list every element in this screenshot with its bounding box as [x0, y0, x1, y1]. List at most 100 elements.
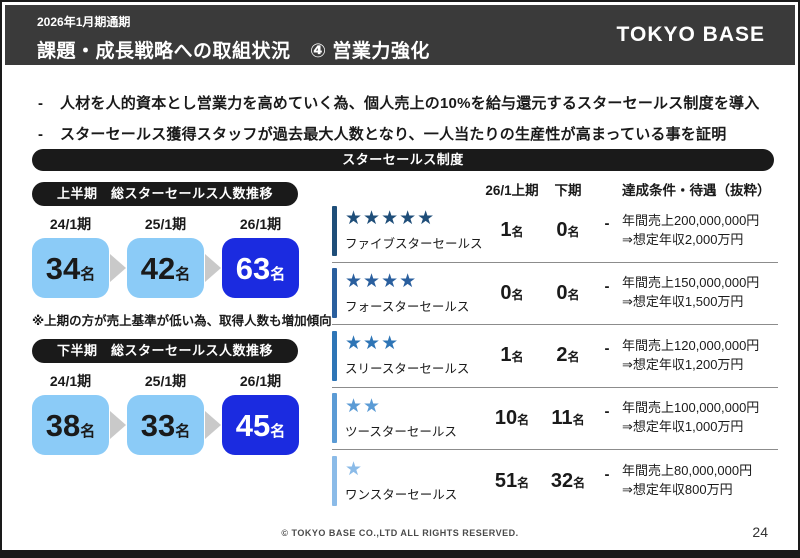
condition-revenue: 年間売上200,000,000円 [622, 212, 760, 228]
star-sales-table: 26/1上期 下期 達成条件・待遇（抜粋） ★★★★★ ファイブスターセールス … [332, 178, 778, 513]
count-value: 0 [556, 219, 568, 242]
count-value: 38 [45, 407, 81, 443]
dash-separator: - [604, 277, 610, 295]
count-second-half: 2名 [540, 344, 596, 367]
dash-separator: - [604, 402, 610, 420]
count-box-highlight: 63 名 [222, 238, 299, 298]
table-header: 26/1上期 下期 達成条件・待遇（抜粋） [332, 178, 778, 200]
count-first-half: 10名 [484, 407, 540, 430]
panel-title-second-half: 下半期 総スターセールス人数推移 [32, 339, 298, 363]
count-unit: 名 [517, 475, 530, 490]
count-unit: 名 [573, 475, 586, 490]
count-value: 33 [140, 407, 176, 443]
count-unit: 名 [270, 265, 286, 283]
count-value: 51 [494, 469, 518, 492]
tier-accent-bar [332, 205, 337, 256]
count-box: 34 名 [32, 238, 109, 298]
dash-separator: - [604, 340, 610, 358]
count-unit: 名 [572, 412, 585, 427]
count-value: 0 [556, 281, 568, 304]
star-rating-icon: ★★★★★ [345, 208, 436, 230]
dash-separator: - [604, 215, 610, 233]
bullet-item: - スターセールス獲得スタッフが過去最大人数となり、一人当たりの生産性が高まってい… [38, 123, 778, 144]
condition-salary: ⇒想定年収1,500万円 [622, 294, 744, 310]
tier-row-five-star: ★★★★★ ファイブスターセールス 1名 0名 - 年間売上200,000,00… [332, 200, 778, 263]
tier-label: ワンスターセールス [345, 487, 458, 502]
period-label: 24/1期 [49, 373, 92, 389]
condition-salary: ⇒想定年収1,000万円 [622, 419, 744, 435]
bullet-text: スターセールス獲得スタッフが過去最大人数となり、一人当たりの生産性が高まっている… [60, 126, 727, 143]
count-unit: 名 [175, 422, 191, 440]
tier-label: ファイブスターセールス [345, 237, 483, 252]
count-first-half: 51名 [484, 470, 540, 493]
count-second-half: 11名 [540, 407, 596, 430]
condition-revenue: 年間売上150,000,000円 [622, 275, 760, 291]
bullet-marker: - [38, 126, 44, 143]
star-rating-icon: ★★★★ [345, 270, 418, 292]
count-value: 1 [500, 219, 512, 242]
count-value: 2 [556, 344, 568, 367]
bullet-marker: - [38, 95, 44, 112]
first-half-flow: 24/1期 25/1期 26/1期 34 名 42 名 63 名 [32, 214, 302, 298]
tier-accent-bar [332, 393, 337, 444]
tier-row-three-star: ★★★ スリースターセールス 1名 2名 - 年間売上120,000,000円 … [332, 325, 778, 388]
period-label: 25/1期 [144, 216, 187, 232]
condition-cell: 年間売上80,000,000円 ⇒想定年収800万円 [618, 462, 778, 500]
count-unit: 名 [270, 422, 286, 440]
star-rating-icon: ★ [345, 458, 364, 480]
star-rating-icon: ★★ [345, 395, 382, 417]
count-second-half: 32名 [540, 470, 596, 493]
company-logo: TOKYO BASE [616, 23, 765, 46]
count-box: 38 名 [32, 395, 109, 455]
count-unit: 名 [567, 225, 580, 240]
arrow-right-icon [205, 254, 221, 282]
column-header-first-half: 26/1上期 [485, 183, 539, 198]
period-label: 25/1期 [144, 373, 187, 389]
condition-salary: ⇒想定年収800万円 [622, 482, 733, 498]
page-title: 課題・成長戦略への取組状況 ④ 営業力強化 [37, 41, 430, 62]
dash-separator: - [604, 465, 610, 483]
count-unit: 名 [517, 412, 530, 427]
page-number: 24 [752, 524, 768, 540]
count-box-highlight: 45 名 [222, 395, 299, 455]
condition-salary: ⇒想定年収2,000万円 [622, 231, 744, 247]
count-value: 1 [500, 344, 512, 367]
footnote: ※上期の方が売上基準が低い為、取得人数も増加傾向 [32, 314, 332, 328]
count-unit: 名 [511, 225, 524, 240]
condition-cell: 年間売上120,000,000円 ⇒想定年収1,200万円 [618, 337, 778, 375]
count-unit: 名 [511, 287, 524, 302]
bullet-item: - 人材を人的資本とし営業力を高めていく為、個人売上の10%を給与還元するスターセ… [38, 92, 778, 113]
tier-row-two-star: ★★ ツースターセールス 10名 11名 - 年間売上100,000,000円 … [332, 388, 778, 450]
bullet-text: 人材を人的資本とし営業力を高めていく為、個人売上の10%を給与還元するスターセー… [60, 95, 760, 112]
count-value: 34 [45, 250, 81, 286]
condition-cell: 年間売上200,000,000円 ⇒想定年収2,000万円 [618, 212, 778, 250]
count-value: 63 [235, 250, 271, 286]
column-header-conditions: 達成条件・待遇（抜粋） [622, 183, 771, 198]
count-unit: 名 [175, 265, 191, 283]
count-unit: 名 [567, 287, 580, 302]
summary-bullets: - 人材を人的資本とし営業力を高めていく為、個人売上の10%を給与還元するスターセ… [38, 92, 778, 154]
arrow-right-icon [110, 254, 126, 282]
tier-label: フォースターセールス [345, 299, 470, 314]
panel-title-first-half: 上半期 総スターセールス人数推移 [32, 182, 298, 206]
count-value: 0 [500, 281, 512, 304]
condition-revenue: 年間売上80,000,000円 [622, 463, 753, 479]
tier-row-four-star: ★★★★ フォースターセールス 0名 0名 - 年間売上150,000,000円… [332, 263, 778, 325]
count-value: 11 [551, 406, 573, 429]
period-label: 26/1期 [239, 216, 282, 232]
count-box: 33 名 [127, 395, 204, 455]
section-banner: スターセールス制度 [32, 149, 774, 171]
count-unit: 名 [567, 350, 580, 365]
tier-accent-bar [332, 330, 337, 381]
count-first-half: 1名 [484, 344, 540, 367]
arrow-right-icon [205, 411, 221, 439]
condition-cell: 年間売上100,000,000円 ⇒想定年収1,000万円 [618, 399, 778, 437]
count-value: 32 [550, 469, 574, 492]
count-first-half: 1名 [484, 219, 540, 242]
count-unit: 名 [80, 422, 96, 440]
tier-label: スリースターセールス [345, 362, 470, 377]
count-unit: 名 [511, 350, 524, 365]
arrow-right-icon [110, 411, 126, 439]
count-value: 45 [235, 407, 271, 443]
